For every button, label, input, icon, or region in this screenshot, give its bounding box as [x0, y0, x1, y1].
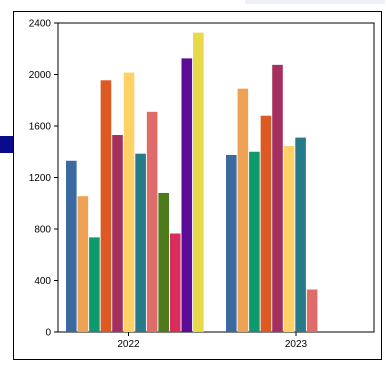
top-strip: [66, 0, 386, 4]
bar: [112, 135, 123, 332]
y-tick-label: 400: [34, 276, 51, 287]
bar: [123, 72, 135, 332]
bar: [226, 154, 237, 332]
top-strip-highlight: [245, 0, 385, 4]
tick-labels: 0 400 800 1200 1600 2000 2400 2022 2023: [29, 19, 308, 351]
bar: [306, 289, 318, 332]
y-tick-label: 2400: [29, 19, 52, 30]
bar: [135, 153, 146, 332]
bar: [193, 32, 204, 332]
y-tick-label: 1600: [29, 122, 52, 133]
bar: [295, 137, 306, 332]
bar: [272, 64, 283, 332]
bar: [237, 88, 249, 332]
y-tick-label: 800: [34, 225, 51, 236]
bar: [77, 196, 89, 332]
x-tick-label: 2023: [285, 339, 308, 350]
bars: [66, 32, 318, 333]
bar: [169, 233, 181, 332]
bar: [283, 145, 295, 332]
axes: [54, 22, 375, 336]
bar: [260, 115, 272, 332]
bar: [66, 160, 77, 332]
bar: [100, 80, 112, 332]
bar: [146, 111, 158, 333]
bar: [181, 58, 193, 332]
y-tick-label: 1200: [29, 173, 52, 184]
bar: [89, 237, 100, 332]
bar: [249, 151, 260, 332]
x-tick-label: 2022: [117, 339, 140, 350]
y-tick-label: 2000: [29, 70, 52, 81]
y-tick-label: 0: [45, 328, 51, 339]
bar: [158, 192, 169, 332]
